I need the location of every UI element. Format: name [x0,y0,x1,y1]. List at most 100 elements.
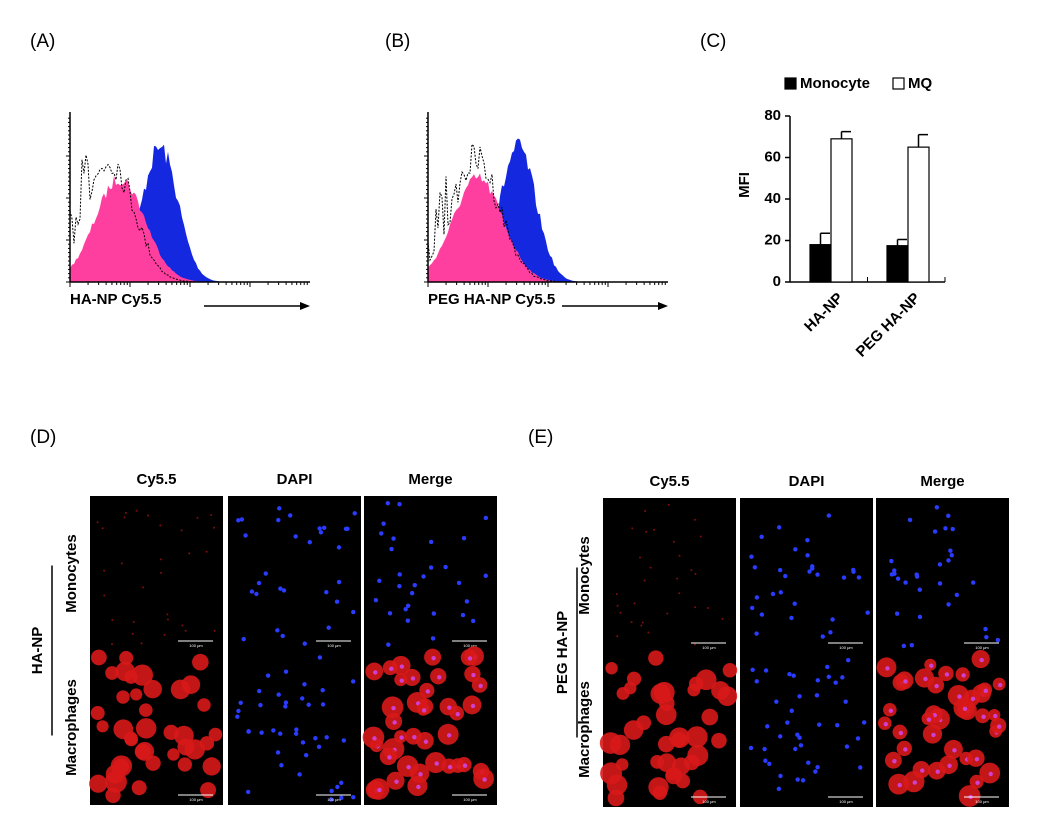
nucleus [752,565,758,570]
spot [135,509,138,512]
cell [135,718,157,739]
cell [208,727,223,742]
cell [192,653,209,671]
nucleus [971,580,976,585]
spot [213,629,216,632]
spot [166,613,169,616]
histogram-blue [428,138,668,282]
nucleus [946,513,951,518]
spot [132,620,135,623]
nucleus [399,678,404,683]
y-tick-label: 0 [773,273,781,290]
nucleus [983,688,988,694]
nucleus [377,787,382,793]
nucleus [903,679,908,684]
nucleus [815,764,820,770]
nucleus [324,735,329,740]
spot [159,558,162,561]
nucleus [749,554,754,559]
nucleus [280,633,285,639]
nucleus [997,724,1002,729]
spot [181,624,184,627]
spot [96,521,99,524]
bar [830,138,853,283]
nucleus [416,784,421,790]
cell [655,704,677,726]
spot [141,586,144,589]
nucleus [810,566,815,571]
nucleus [750,667,755,673]
row-label: Monocytes [576,536,593,614]
nucleus [462,763,468,768]
x-axis-label: PEG HA-NP Cy5.5 [428,291,555,308]
nucleus [795,732,800,737]
nucleus [397,572,402,577]
cell [197,698,211,712]
arrow-head [300,302,310,310]
nucleus [907,517,913,523]
nucleus [418,772,423,777]
spot [619,611,622,614]
row-label: Macrophages [576,681,593,778]
histogram-pink [428,173,668,282]
nucleus [336,545,342,550]
bar [907,146,930,283]
nucleus [345,526,350,531]
nucleus [815,678,820,683]
spot [103,569,106,572]
nucleus [283,700,289,705]
micrograph [90,496,223,651]
spot [633,602,636,605]
nucleus [840,675,845,680]
panel-label: (E) [528,427,553,448]
nucleus [421,708,427,713]
nucleus [392,720,397,725]
nucleus [464,599,470,604]
spot [111,619,114,622]
nucleus [833,680,838,685]
nucleus [903,747,908,752]
nucleus [797,694,802,699]
spot [196,516,199,519]
cell [89,774,108,793]
cell [167,748,180,761]
bar-chart: 0 20 40 60 80 MFI HA-NP PEG HA-NP Monocyte MQ [736,75,946,361]
nucleus [754,595,760,600]
nucleus [909,643,915,648]
nucleus [903,580,908,585]
nucleus [778,590,784,595]
nucleus [328,797,334,802]
cell [657,735,675,753]
nucleus [241,636,246,642]
nucleus [926,717,932,722]
nucleus [471,618,476,624]
nucleus [339,795,344,801]
nucleus [815,572,820,577]
nucleus [236,708,241,714]
spot [188,552,191,555]
x-tick-label: HA-NP [801,290,847,336]
nucleus [828,630,833,635]
nucleus [238,700,243,706]
nucleus [974,756,980,762]
arrow-head [658,302,668,310]
cell [616,687,630,700]
scale-bar-label: 100 μm [839,645,853,650]
nucleus [805,553,810,558]
nucleus [455,711,460,717]
nucleus [421,574,426,579]
spot [110,643,113,646]
nucleus [399,735,404,740]
cell [675,773,691,789]
nucleus [277,506,282,511]
cell [671,731,687,747]
nucleus [830,617,835,622]
bar [886,245,909,283]
y-tick-label: 20 [764,231,781,248]
scale-bar-label: 100 μm [975,645,989,650]
nucleus [265,673,271,678]
nucleus [787,672,792,677]
nucleus [326,625,331,630]
nucleus [320,687,325,693]
cell [599,732,622,754]
